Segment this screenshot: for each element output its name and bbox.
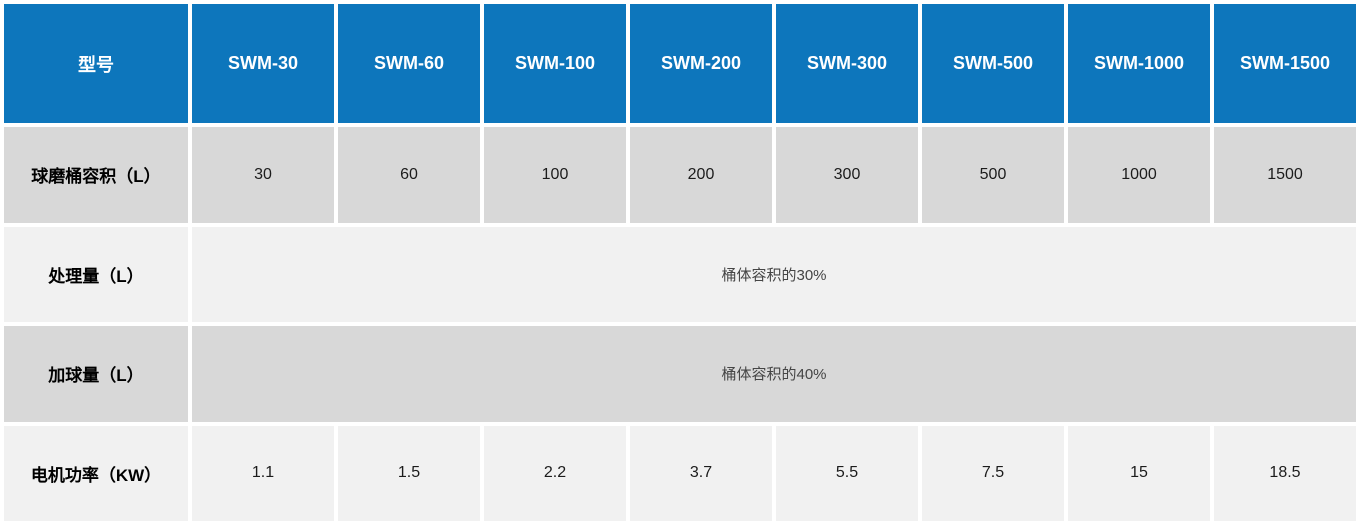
table-row-motor-power: 电机功率（KW） 1.1 1.5 2.2 3.7 5.5 7.5 15 18.5 [4, 425, 1356, 521]
cell-barrel-volume: 60 [338, 127, 480, 223]
row-label-barrel-volume: 球磨桶容积（L） [4, 127, 188, 223]
cell-ball-loading-span: 桶体容积的40% [192, 326, 1356, 422]
header-cell-swm-300: SWM-300 [776, 4, 918, 123]
row-label-ball-loading: 加球量（L） [4, 326, 188, 422]
cell-motor-power: 2.2 [484, 425, 626, 521]
table-row-barrel-volume: 球磨桶容积（L） 30 60 100 200 300 500 1000 1500 [4, 127, 1356, 223]
cell-barrel-volume: 1000 [1068, 127, 1210, 223]
header-cell-swm-1500: SWM-1500 [1214, 4, 1356, 123]
cell-motor-power: 1.1 [192, 425, 334, 521]
table-row-ball-loading: 加球量（L） 桶体容积的40% [4, 326, 1356, 422]
header-cell-model: 型号 [4, 4, 188, 123]
cell-motor-power: 3.7 [630, 425, 772, 521]
cell-motor-power: 15 [1068, 425, 1210, 521]
row-label-processing-capacity: 处理量（L） [4, 226, 188, 322]
cell-barrel-volume: 100 [484, 127, 626, 223]
header-cell-swm-30: SWM-30 [192, 4, 334, 123]
cell-motor-power: 5.5 [776, 425, 918, 521]
header-cell-swm-100: SWM-100 [484, 4, 626, 123]
cell-barrel-volume: 200 [630, 127, 772, 223]
row-label-motor-power: 电机功率（KW） [4, 425, 188, 521]
header-cell-swm-60: SWM-60 [338, 4, 480, 123]
cell-barrel-volume: 300 [776, 127, 918, 223]
header-cell-swm-1000: SWM-1000 [1068, 4, 1210, 123]
cell-motor-power: 18.5 [1214, 425, 1356, 521]
cell-barrel-volume: 30 [192, 127, 334, 223]
cell-barrel-volume: 500 [922, 127, 1064, 223]
header-cell-swm-500: SWM-500 [922, 4, 1064, 123]
table-row-processing-capacity: 处理量（L） 桶体容积的30% [4, 226, 1356, 322]
header-cell-swm-200: SWM-200 [630, 4, 772, 123]
table-header-row: 型号 SWM-30 SWM-60 SWM-100 SWM-200 SWM-300… [4, 4, 1356, 123]
cell-motor-power: 7.5 [922, 425, 1064, 521]
cell-motor-power: 1.5 [338, 425, 480, 521]
cell-processing-capacity-span: 桶体容积的30% [192, 226, 1356, 322]
cell-barrel-volume: 1500 [1214, 127, 1356, 223]
